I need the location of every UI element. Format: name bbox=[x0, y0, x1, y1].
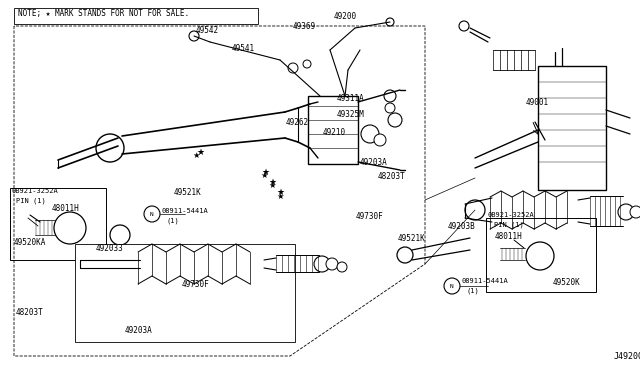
Bar bbox=[10, 188, 106, 260]
Text: 49730F: 49730F bbox=[182, 280, 210, 289]
Text: ★: ★ bbox=[268, 180, 276, 189]
Text: 49325M: 49325M bbox=[337, 110, 365, 119]
Text: 49311A: 49311A bbox=[337, 94, 365, 103]
Text: 492033: 492033 bbox=[96, 244, 124, 253]
Text: 0B921-3252A: 0B921-3252A bbox=[488, 212, 535, 218]
Text: 49001: 49001 bbox=[526, 98, 549, 107]
Circle shape bbox=[288, 63, 298, 73]
Circle shape bbox=[314, 256, 330, 272]
Text: 08911-5441A: 08911-5441A bbox=[462, 278, 509, 284]
Circle shape bbox=[444, 278, 460, 294]
Circle shape bbox=[110, 225, 130, 245]
Text: ★: ★ bbox=[268, 177, 276, 186]
Text: N: N bbox=[450, 283, 454, 289]
Text: ★: ★ bbox=[196, 148, 204, 157]
Bar bbox=[486, 218, 596, 292]
Text: 49520K: 49520K bbox=[553, 278, 580, 287]
Circle shape bbox=[337, 262, 347, 272]
Text: 48011H: 48011H bbox=[495, 232, 523, 241]
Text: 48203T: 48203T bbox=[378, 172, 406, 181]
Bar bbox=[538, 66, 606, 190]
Text: 49730F: 49730F bbox=[356, 212, 384, 221]
Text: 49203A: 49203A bbox=[360, 158, 388, 167]
Text: 49521K: 49521K bbox=[398, 234, 426, 243]
Circle shape bbox=[384, 90, 396, 102]
Text: 49262: 49262 bbox=[286, 118, 309, 127]
Text: ★: ★ bbox=[276, 187, 284, 196]
Text: 48203T: 48203T bbox=[16, 308, 44, 317]
Text: NOTE; ★ MARK STANDS FOR NOT FOR SALE.: NOTE; ★ MARK STANDS FOR NOT FOR SALE. bbox=[18, 9, 189, 18]
Text: PIN (1): PIN (1) bbox=[16, 198, 45, 205]
Text: (1): (1) bbox=[466, 288, 479, 295]
Text: 49369: 49369 bbox=[293, 22, 316, 31]
Text: 49203B: 49203B bbox=[448, 222, 476, 231]
Circle shape bbox=[465, 200, 485, 220]
Circle shape bbox=[144, 206, 160, 222]
Circle shape bbox=[374, 134, 386, 146]
Text: (1): (1) bbox=[166, 218, 179, 224]
Text: ★: ★ bbox=[260, 170, 268, 180]
Text: 49520KA: 49520KA bbox=[14, 238, 46, 247]
Text: 49541: 49541 bbox=[232, 44, 255, 53]
Circle shape bbox=[386, 18, 394, 26]
Circle shape bbox=[459, 21, 469, 31]
Circle shape bbox=[388, 113, 402, 127]
Circle shape bbox=[189, 31, 199, 41]
Bar bbox=[308, 96, 358, 164]
Circle shape bbox=[54, 212, 86, 244]
Circle shape bbox=[630, 206, 640, 218]
Text: 49210: 49210 bbox=[323, 128, 346, 137]
Circle shape bbox=[361, 125, 379, 143]
Bar bbox=[75, 244, 295, 342]
Text: 08911-5441A: 08911-5441A bbox=[162, 208, 209, 214]
Text: 0B921-3252A: 0B921-3252A bbox=[12, 188, 59, 194]
Text: N: N bbox=[150, 212, 154, 217]
Text: J49200TS: J49200TS bbox=[614, 352, 640, 361]
Text: 48011H: 48011H bbox=[52, 204, 80, 213]
Text: 49203A: 49203A bbox=[125, 326, 153, 335]
Text: ★: ★ bbox=[276, 192, 284, 201]
Text: 49521K: 49521K bbox=[174, 188, 202, 197]
Circle shape bbox=[526, 242, 554, 270]
Circle shape bbox=[385, 103, 395, 113]
Bar bbox=[14, 8, 258, 24]
Circle shape bbox=[96, 134, 124, 162]
Text: 49542: 49542 bbox=[196, 26, 219, 35]
Text: ★: ★ bbox=[192, 151, 200, 160]
Text: ★: ★ bbox=[261, 167, 269, 176]
Text: PIN (1): PIN (1) bbox=[494, 222, 524, 228]
Circle shape bbox=[397, 247, 413, 263]
Circle shape bbox=[303, 60, 311, 68]
Text: 49200: 49200 bbox=[334, 12, 357, 21]
Circle shape bbox=[618, 204, 634, 220]
Circle shape bbox=[326, 258, 338, 270]
